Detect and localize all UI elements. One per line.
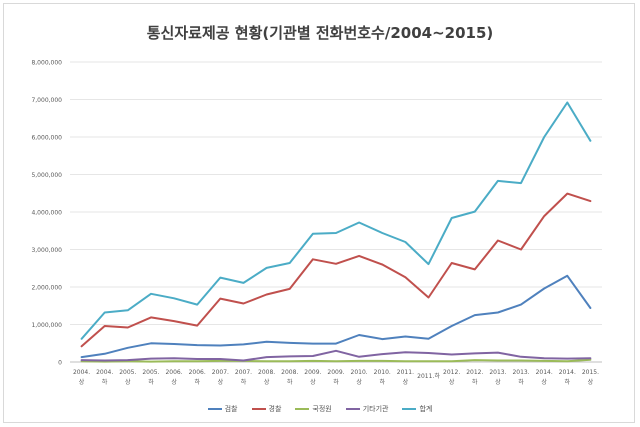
x-tick-label: 2009. [304, 369, 321, 376]
y-tick-label: 3,000,000 [31, 247, 62, 254]
legend-swatch [402, 408, 417, 410]
x-tick-label: 2010. [374, 369, 391, 376]
x-tick-label: 2013. [512, 369, 529, 376]
legend-label: 합계 [419, 405, 433, 413]
y-tick-label: 0 [58, 360, 62, 367]
x-tick-label: 하 [287, 378, 293, 386]
legend-swatch [207, 408, 222, 410]
x-tick-label: 하 [102, 378, 108, 386]
legend-item: 국정원 [295, 404, 332, 414]
legend-item: 경찰 [251, 404, 282, 414]
x-tick-label: 2012. [466, 369, 483, 376]
x-tick-label: 상 [356, 378, 362, 386]
x-tick-label: 상 [588, 378, 594, 386]
series-line-검찰 [80, 274, 592, 359]
x-tick-label: 상 [495, 378, 501, 386]
y-tick-label: 7,000,000 [31, 97, 62, 104]
legend-item: 검찰 [207, 404, 238, 414]
legend-label: 경찰 [268, 405, 282, 413]
x-tick-label: 하 [518, 378, 524, 386]
x-tick-label: 하 [241, 378, 247, 386]
x-tick-label: 하 [472, 378, 478, 386]
x-tick-label: 2007. [235, 369, 252, 376]
y-tick-label: 4,000,000 [31, 210, 62, 217]
series-line-기타기관 [80, 349, 592, 362]
x-tick-label: 2010. [351, 369, 368, 376]
legend-swatch [295, 408, 310, 410]
x-tick-label: 하 [194, 378, 200, 386]
x-tick-label: 상 [79, 378, 85, 386]
legend-item: 합계 [402, 404, 432, 414]
x-tick-label: 2014. [559, 369, 576, 376]
x-tick-label: 2008. [281, 369, 298, 376]
series-line-국정원 [80, 358, 592, 363]
x-tick-label: 2011. [397, 369, 414, 376]
y-tick-label: 6,000,000 [31, 135, 62, 142]
x-tick-label: 상 [125, 378, 131, 386]
x-tick-label: 하 [379, 378, 385, 386]
legend-label: 검찰 [224, 405, 238, 413]
legend-label: 기타기관 [362, 405, 389, 413]
y-tick-label: 8,000,000 [31, 60, 62, 67]
x-tick-label: 2006. [189, 369, 206, 376]
x-tick-label: 상 [541, 378, 547, 386]
x-tick-label: 2014. [536, 369, 553, 376]
x-tick-label: 하 [565, 378, 571, 386]
x-tick-label: 2013. [489, 369, 506, 376]
x-tick-label: 상 [264, 378, 270, 386]
x-tick-label: 2007. [212, 369, 229, 376]
series-line-합계 [80, 101, 592, 340]
x-tick-label: 2015. [582, 369, 599, 376]
x-tick-label: 2012. [443, 369, 460, 376]
legend-swatch [345, 408, 360, 410]
x-tick-label: 상 [403, 378, 409, 386]
x-tick-label: 하 [148, 378, 154, 386]
x-tick-label: 2011.하 [417, 372, 440, 380]
x-tick-label: 상 [310, 378, 316, 386]
x-tick-label: 2008. [258, 369, 275, 376]
x-tick-label: 2009. [327, 369, 344, 376]
x-tick-label: 2006. [165, 369, 182, 376]
chart-legend: 검찰 경찰 국정원 기타기관 합계 [0, 404, 640, 414]
chart-title: 통신자료제공 현황(기관별 전화번호수/2004~2015) [146, 24, 494, 42]
x-tick-label: 상 [171, 378, 177, 386]
x-tick-label: 하 [333, 378, 339, 386]
y-tick-label: 2,000,000 [31, 285, 62, 292]
legend-item: 기타기관 [345, 404, 389, 414]
series-line-경찰 [80, 192, 592, 348]
y-tick-label: 5,000,000 [31, 172, 62, 179]
y-tick-label: 1,000,000 [31, 322, 62, 329]
x-tick-label: 2004. [96, 369, 113, 376]
legend-swatch [251, 408, 266, 410]
x-tick-label: 2005. [119, 369, 136, 376]
x-tick-label: 2005. [142, 369, 159, 376]
legend-label: 국정원 [312, 405, 332, 413]
x-tick-label: 2004. [73, 369, 90, 376]
x-tick-label: 상 [449, 378, 455, 386]
x-tick-label: 상 [218, 378, 224, 386]
